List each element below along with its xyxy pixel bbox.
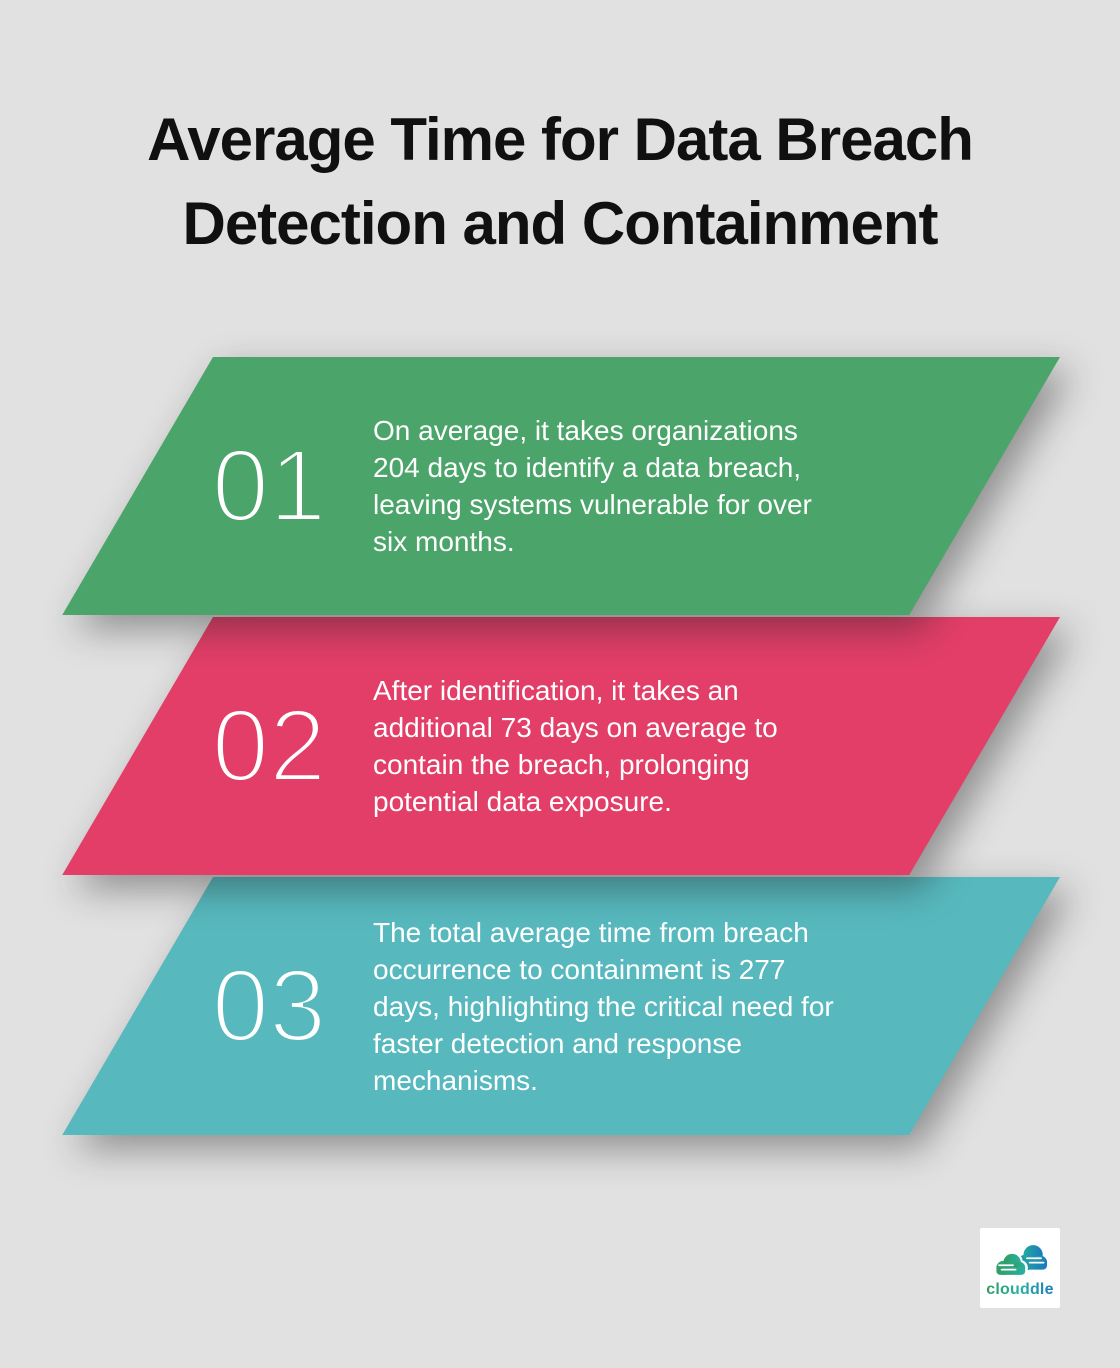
step-band-03-content: 03 The total average time from breach oc…: [210, 877, 1060, 1135]
step-description-03-wrap: The total average time from breach occur…: [373, 877, 1013, 1135]
step-band-01: 01 On average, it takes organizations 20…: [62, 357, 1060, 615]
step-band-01-content: 01 On average, it takes organizations 20…: [210, 357, 1060, 615]
step-description-01-wrap: On average, it takes organizations 204 d…: [373, 357, 1013, 615]
page-title: Average Time for Data Breach Detection a…: [147, 106, 974, 257]
step-description-03: The total average time from breach occur…: [373, 916, 834, 1096]
step-description-02: After identification, it takes an additi…: [373, 675, 778, 817]
step-band-02: 02 After identification, it takes an add…: [62, 617, 1060, 875]
step-number-02: 02: [210, 686, 329, 805]
brand-logo: clouddle: [980, 1228, 1060, 1308]
step-band-03: 03 The total average time from breach oc…: [62, 877, 1060, 1135]
step-band-02-content: 02 After identification, it takes an add…: [210, 617, 1060, 875]
step-description-01: On average, it takes organizations 204 d…: [373, 415, 812, 557]
step-description-02-wrap: After identification, it takes an additi…: [373, 617, 1013, 875]
step-number-01: 01: [210, 426, 329, 545]
step-number-03: 03: [210, 946, 329, 1065]
brand-name: clouddle: [986, 1280, 1054, 1298]
clouds-icon: [994, 1244, 1048, 1277]
